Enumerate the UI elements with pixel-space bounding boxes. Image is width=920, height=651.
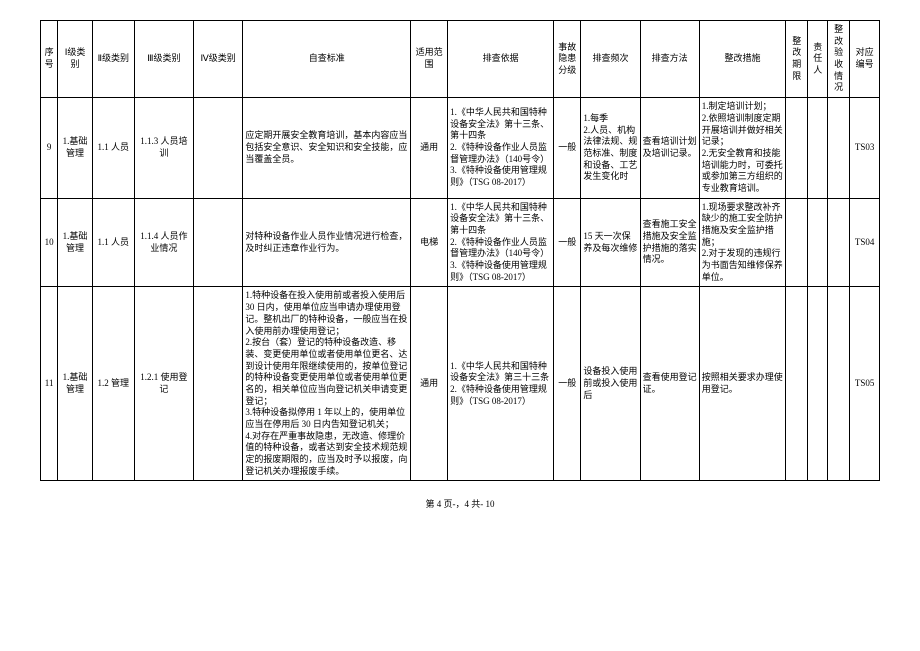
cell-deadline [786, 98, 808, 199]
col-code: 对应编号 [850, 21, 880, 98]
cell-code: TS05 [850, 287, 880, 481]
cell-l1: 1.基础管理 [58, 198, 93, 287]
cell-l3: 1.1.3 人员培训 [134, 98, 193, 199]
cell-std: 1.特种设备在投入使用前或者投入使用后 30 日内，使用单位应当申请办理使用登记… [243, 287, 411, 481]
cell-scope: 通用 [411, 287, 448, 481]
cell-fix: 1.制定培训计划；2.依照培训制度定期开展培训并做好相关记录；2.无安全教育和技… [699, 98, 785, 199]
col-risk: 事故隐患分级 [554, 21, 581, 98]
col-deadline: 整改期限 [786, 21, 808, 98]
col-l4: Ⅳ级类别 [193, 21, 242, 98]
cell-seq: 10 [41, 198, 58, 287]
cell-l4 [193, 198, 242, 287]
cell-code: TS04 [850, 198, 880, 287]
cell-l1: 1.基础管理 [58, 98, 93, 199]
col-resp: 责任人 [808, 21, 828, 98]
cell-basis: 1.《中华人民共和国特种设备安全法》第三十三条2.《特种设备使用管理规则》（TS… [448, 287, 554, 481]
cell-l1: 1.基础管理 [58, 287, 93, 481]
cell-deadline [786, 198, 808, 287]
cell-deadline [786, 287, 808, 481]
col-method: 排查方法 [640, 21, 699, 98]
cell-risk: 一般 [554, 198, 581, 287]
table-row: 111.基础管理1.2 管理1.2.1 使用登记 1.特种设备在投入使用前或者投入… [41, 287, 880, 481]
col-seq: 序号 [41, 21, 58, 98]
cell-freq: 设备投入使用前或投入使用后 [581, 287, 640, 481]
cell-resp [808, 198, 828, 287]
cell-resp [808, 98, 828, 199]
cell-method: 查看使用登记证。 [640, 287, 699, 481]
cell-method: 查看培训计划及培训记录。 [640, 98, 699, 199]
cell-basis: 1.《中华人民共和国特种设备安全法》第十三条、第十四条2.《特种设备作业人员监督… [448, 198, 554, 287]
col-l1: Ⅰ级类别 [58, 21, 93, 98]
col-std: 自查标准 [243, 21, 411, 98]
cell-scope: 电梯 [411, 198, 448, 287]
cell-resp [808, 287, 828, 481]
cell-accept [828, 198, 850, 287]
col-l3: Ⅲ级类别 [134, 21, 193, 98]
table-row: 101.基础管理1.1 人员1.1.4 人员作业情况对特种设备作业人员作业情况进… [41, 198, 880, 287]
col-accept: 整改验收情况 [828, 21, 850, 98]
cell-accept [828, 98, 850, 199]
cell-freq: 15 天一次保养及每次维修 [581, 198, 640, 287]
table-row: 91.基础管理1.1 人员1.1.3 人员培训应定期开展安全教育培训，基本内容应… [41, 98, 880, 199]
cell-freq: 1.每季2.人员、机构法律法规、规范标准、制度和设备、工艺发生变化时 [581, 98, 640, 199]
cell-code: TS03 [850, 98, 880, 199]
cell-scope: 通用 [411, 98, 448, 199]
col-scope: 适用范围 [411, 21, 448, 98]
cell-fix: 1.现场要求整改补齐缺少的施工安全防护措施及安全监护措施；2.对于发现的违规行为… [699, 198, 785, 287]
col-fix: 整改措施 [699, 21, 785, 98]
cell-risk: 一般 [554, 98, 581, 199]
page-footer: 第 4 页-，4 共- 10 [40, 497, 880, 510]
header-row: 序号 Ⅰ级类别 Ⅱ级类别 Ⅲ级类别 Ⅳ级类别 自查标准 适用范围 排查依据 事故… [41, 21, 880, 98]
col-l2: Ⅱ级类别 [92, 21, 134, 98]
cell-l2: 1.2 管理 [92, 287, 134, 481]
cell-fix: 按照相关要求办理使用登记。 [699, 287, 785, 481]
cell-l4 [193, 287, 242, 481]
cell-l3: 1.1.4 人员作业情况 [134, 198, 193, 287]
cell-seq: 11 [41, 287, 58, 481]
cell-l3: 1.2.1 使用登记 [134, 287, 193, 481]
cell-l2: 1.1 人员 [92, 98, 134, 199]
cell-std: 应定期开展安全教育培训，基本内容应当包括安全意识、安全知识和安全技能，应当覆盖全… [243, 98, 411, 199]
cell-method: 查看施工安全措施及安全监护措施的落实情况。 [640, 198, 699, 287]
table-body: 91.基础管理1.1 人员1.1.3 人员培训应定期开展安全教育培训，基本内容应… [41, 98, 880, 481]
cell-accept [828, 287, 850, 481]
col-freq: 排查频次 [581, 21, 640, 98]
safety-inspection-table: 序号 Ⅰ级类别 Ⅱ级类别 Ⅲ级类别 Ⅳ级类别 自查标准 适用范围 排查依据 事故… [40, 20, 880, 481]
cell-basis: 1.《中华人民共和国特种设备安全法》第十三条、第十四条2.《特种设备作业人员监督… [448, 98, 554, 199]
cell-seq: 9 [41, 98, 58, 199]
cell-risk: 一般 [554, 287, 581, 481]
cell-std: 对特种设备作业人员作业情况进行检查，及时纠正违章作业行为。 [243, 198, 411, 287]
cell-l2: 1.1 人员 [92, 198, 134, 287]
col-basis: 排查依据 [448, 21, 554, 98]
cell-l4 [193, 98, 242, 199]
